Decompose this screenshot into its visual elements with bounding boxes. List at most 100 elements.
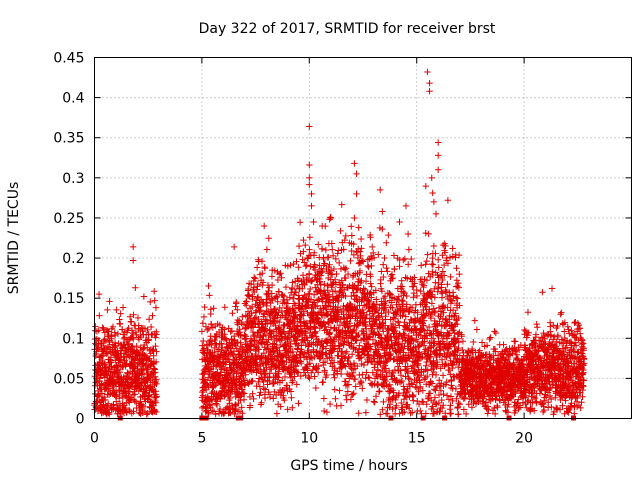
data-point bbox=[350, 390, 357, 397]
data-point bbox=[420, 282, 427, 289]
data-point bbox=[261, 325, 269, 332]
data-point bbox=[257, 389, 264, 396]
data-point bbox=[323, 326, 330, 333]
data-point bbox=[491, 410, 499, 418]
data-point bbox=[116, 359, 124, 366]
data-point bbox=[273, 410, 281, 417]
data-point bbox=[382, 302, 389, 309]
data-point bbox=[431, 294, 439, 301]
data-point bbox=[362, 315, 370, 322]
data-point bbox=[227, 328, 234, 335]
data-point bbox=[399, 358, 406, 365]
data-point bbox=[153, 380, 160, 388]
data-point bbox=[312, 384, 320, 392]
data-point bbox=[460, 395, 467, 403]
data-point bbox=[417, 407, 424, 415]
data-point bbox=[348, 292, 355, 300]
data-point bbox=[431, 309, 438, 316]
data-point bbox=[417, 383, 424, 390]
data-point bbox=[435, 285, 442, 292]
data-point bbox=[298, 311, 305, 318]
data-point bbox=[531, 340, 539, 347]
data-point bbox=[373, 296, 380, 303]
data-point bbox=[354, 362, 361, 370]
data-point bbox=[405, 246, 413, 253]
data-point bbox=[447, 410, 455, 417]
data-point bbox=[540, 363, 548, 371]
data-point bbox=[429, 261, 437, 268]
data-point bbox=[130, 360, 138, 368]
data-point bbox=[395, 319, 402, 326]
data-point bbox=[439, 276, 446, 284]
data-point bbox=[346, 322, 354, 330]
data-point bbox=[368, 294, 375, 301]
data-point bbox=[384, 357, 391, 365]
data-point bbox=[205, 282, 212, 290]
data-point bbox=[350, 289, 357, 296]
data-point bbox=[300, 369, 308, 376]
data-point bbox=[403, 301, 410, 308]
data-point bbox=[152, 304, 160, 311]
data-point bbox=[441, 249, 449, 256]
data-point bbox=[367, 234, 374, 241]
data-point bbox=[253, 264, 261, 271]
data-points bbox=[91, 68, 588, 418]
data-point bbox=[125, 388, 132, 395]
data-point bbox=[262, 332, 270, 339]
data-point bbox=[453, 294, 460, 301]
data-point bbox=[365, 297, 372, 304]
data-point bbox=[391, 265, 398, 273]
data-point bbox=[342, 292, 349, 300]
data-point bbox=[395, 348, 403, 355]
data-point bbox=[342, 232, 350, 240]
data-point bbox=[321, 280, 328, 288]
data-point bbox=[531, 407, 538, 414]
data-point bbox=[122, 404, 129, 412]
data-point bbox=[429, 405, 437, 413]
data-point bbox=[492, 348, 499, 355]
data-point bbox=[200, 337, 207, 345]
data-point bbox=[119, 304, 127, 311]
data-point bbox=[455, 344, 462, 352]
data-point bbox=[384, 268, 391, 275]
data-point bbox=[492, 393, 500, 400]
data-point bbox=[496, 396, 503, 403]
data-point bbox=[351, 303, 358, 310]
data-point bbox=[530, 393, 538, 401]
data-point bbox=[259, 270, 266, 277]
data-point bbox=[254, 294, 261, 302]
data-point bbox=[387, 350, 395, 358]
data-point bbox=[232, 303, 239, 310]
data-point bbox=[339, 281, 347, 288]
data-point bbox=[454, 335, 461, 342]
data-point bbox=[363, 396, 371, 404]
data-point bbox=[408, 334, 416, 342]
data-point bbox=[454, 279, 462, 287]
data-point bbox=[101, 393, 108, 401]
data-point bbox=[363, 311, 370, 319]
data-point bbox=[404, 387, 412, 395]
data-point bbox=[348, 351, 356, 358]
data-point bbox=[310, 291, 318, 298]
data-point bbox=[139, 345, 147, 353]
data-point bbox=[398, 377, 406, 385]
data-point bbox=[125, 406, 133, 414]
data-point bbox=[290, 319, 297, 327]
data-point bbox=[109, 323, 117, 331]
data-point bbox=[255, 346, 263, 353]
data-point bbox=[414, 309, 421, 316]
data-point bbox=[253, 286, 261, 293]
data-point bbox=[447, 402, 454, 409]
data-point bbox=[453, 277, 461, 284]
data-point bbox=[105, 328, 112, 335]
data-point bbox=[406, 355, 413, 362]
data-point bbox=[417, 354, 425, 362]
data-point bbox=[342, 265, 350, 272]
data-point bbox=[390, 252, 398, 259]
data-point bbox=[428, 331, 435, 339]
data-point bbox=[388, 271, 396, 278]
data-point bbox=[435, 391, 443, 399]
data-point bbox=[484, 403, 492, 410]
data-point bbox=[423, 294, 431, 302]
data-point bbox=[258, 399, 265, 406]
